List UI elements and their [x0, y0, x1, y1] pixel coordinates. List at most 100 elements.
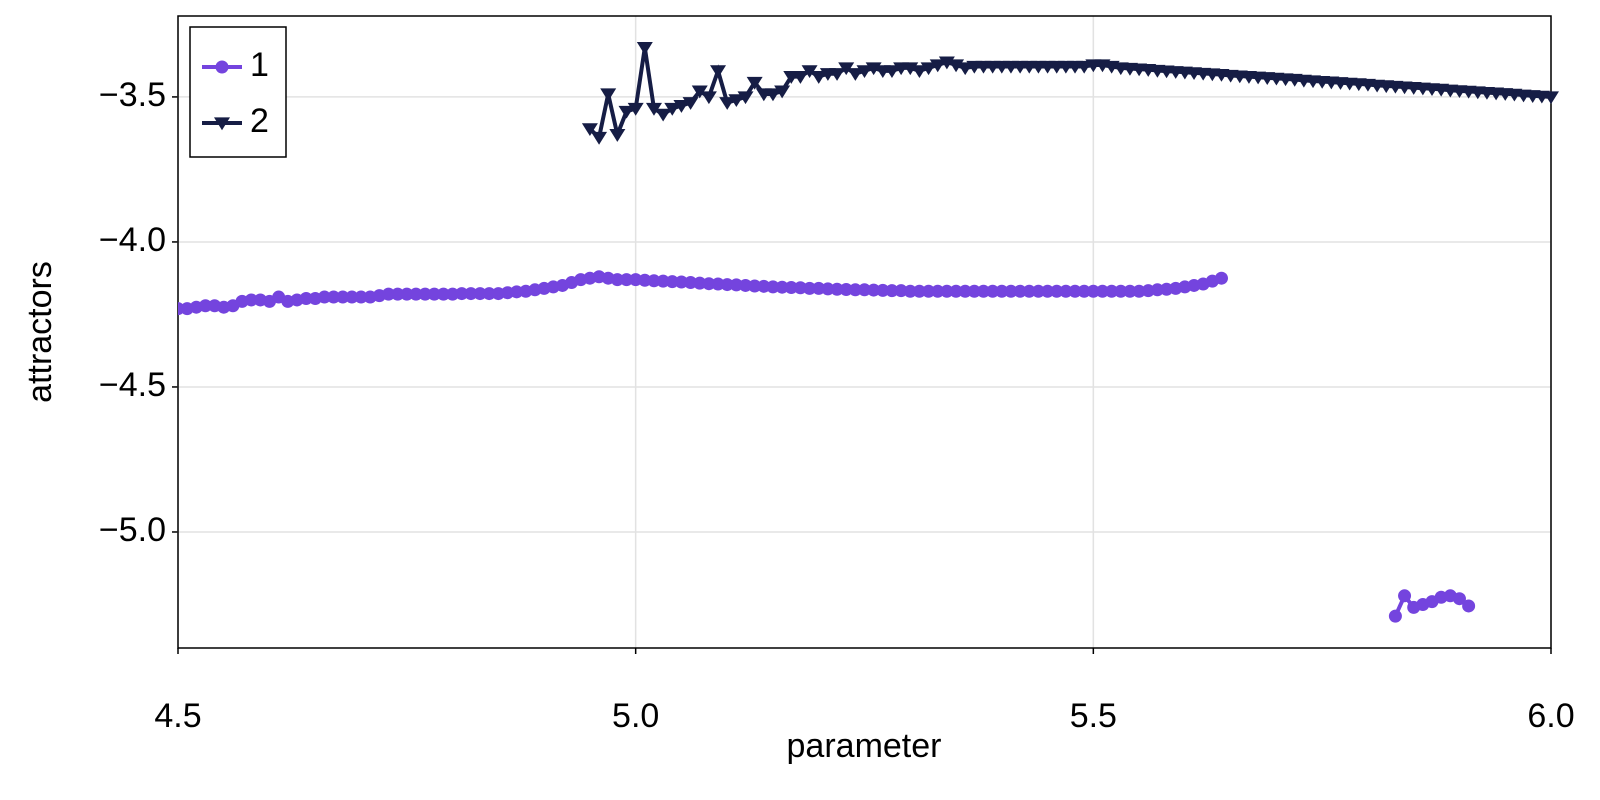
marker	[691, 85, 708, 99]
marker	[636, 42, 653, 55]
marker	[464, 287, 478, 301]
marker	[931, 284, 945, 298]
x-tick-label: 4.5	[154, 697, 201, 735]
marker	[345, 290, 359, 304]
marker	[856, 65, 873, 79]
marker	[1543, 91, 1559, 105]
marker	[1068, 284, 1082, 298]
marker	[664, 102, 681, 116]
marker	[1004, 284, 1018, 298]
marker	[581, 123, 598, 137]
marker	[418, 287, 432, 301]
plot-area	[178, 42, 1559, 623]
marker	[821, 282, 835, 296]
x-axis-label: parameter	[787, 727, 942, 765]
marker	[903, 284, 917, 298]
marker	[1214, 271, 1228, 285]
marker	[1452, 592, 1466, 606]
marker	[829, 68, 846, 81]
marker	[299, 292, 313, 306]
marker	[1388, 609, 1402, 623]
marker	[1114, 284, 1128, 298]
marker	[1095, 284, 1109, 298]
plot-frame	[177, 15, 1552, 649]
marker	[645, 102, 662, 116]
y-tick-label: −5.0	[99, 511, 166, 549]
marker	[986, 284, 1000, 298]
marker	[198, 299, 212, 313]
marker	[957, 62, 974, 76]
marker	[455, 287, 469, 301]
marker	[436, 287, 450, 301]
marker	[883, 65, 900, 79]
marker	[792, 71, 809, 84]
marker	[610, 273, 624, 287]
marker	[719, 97, 736, 110]
marker	[600, 88, 617, 102]
marker	[976, 284, 990, 298]
y-axis-label: attractors	[21, 261, 59, 403]
marker	[382, 287, 396, 301]
marker	[1462, 599, 1476, 613]
marker	[1041, 284, 1055, 298]
marker	[317, 290, 331, 304]
marker	[673, 100, 690, 113]
marker	[1050, 284, 1064, 298]
marker	[764, 88, 781, 102]
marker	[1013, 284, 1027, 298]
marker	[929, 59, 946, 73]
marker	[911, 65, 928, 79]
y-tick-label: −4.5	[99, 366, 166, 404]
legend-label: 2	[250, 102, 269, 140]
marker	[995, 284, 1009, 298]
marker	[867, 283, 881, 297]
marker	[810, 71, 827, 84]
marker	[620, 273, 634, 287]
marker	[244, 293, 258, 307]
marker	[336, 290, 350, 304]
marker	[354, 290, 368, 304]
marker	[473, 287, 487, 301]
marker	[682, 97, 699, 110]
marker	[618, 105, 635, 119]
marker	[803, 281, 817, 295]
marker	[1031, 284, 1045, 298]
y-tick-label: −3.5	[99, 76, 166, 114]
marker	[958, 284, 972, 298]
marker	[1398, 589, 1412, 603]
marker	[876, 283, 890, 297]
marker	[858, 283, 871, 297]
marker	[214, 117, 230, 131]
marker	[1105, 284, 1119, 298]
marker	[766, 280, 780, 294]
marker	[1059, 284, 1073, 298]
marker	[775, 280, 789, 294]
marker	[940, 284, 954, 298]
marker	[1076, 60, 1093, 74]
legend-frame	[189, 26, 287, 158]
x-tick-label: 5.5	[1070, 697, 1117, 735]
marker	[627, 102, 644, 116]
marker	[748, 279, 762, 293]
marker	[427, 287, 441, 301]
x-tick-label: 6.0	[1527, 697, 1574, 735]
marker	[591, 131, 608, 145]
marker	[702, 277, 716, 291]
marker	[774, 85, 791, 99]
marker	[801, 65, 818, 79]
marker	[1077, 284, 1091, 298]
marker	[720, 278, 734, 292]
marker	[482, 287, 496, 301]
marker	[728, 94, 745, 108]
x-tick-label: 5.0	[612, 697, 659, 735]
marker	[655, 108, 672, 122]
marker	[885, 284, 899, 298]
marker	[391, 287, 405, 301]
marker	[737, 91, 754, 105]
marker	[967, 284, 981, 298]
marker	[922, 284, 936, 298]
marker	[409, 287, 423, 301]
marker	[920, 62, 937, 76]
marker	[847, 68, 864, 81]
